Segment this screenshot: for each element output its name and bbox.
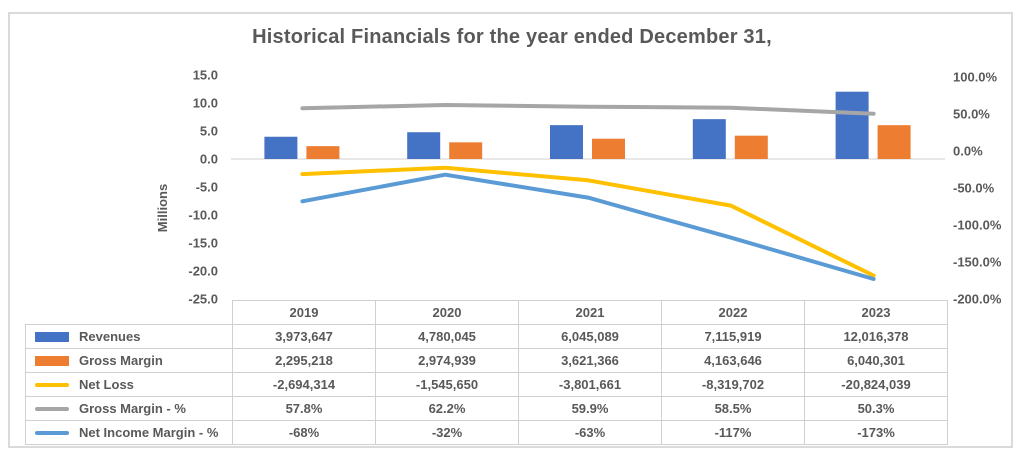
series-name: Net Loss [79,377,134,392]
series-name: Gross Margin [79,353,163,368]
value-cell-revenues-2021: 6,045,089 [518,324,662,349]
value-cell-net-loss-2020: -1,545,650 [375,372,519,397]
bar-gross-margin-2022[interactable] [734,135,768,159]
value-cell-gross-margin-2021: 3,621,366 [518,348,662,373]
value-cell-gross-margin-pct-2021: 59.9% [518,396,662,421]
value-cell-net-income-margin-pct-2021: -63% [518,420,662,445]
legend-swatch-revenues-bar-icon [35,331,69,342]
value-cell-gross-margin-pct-2022: 58.5% [661,396,805,421]
value-cell-gross-margin-2022: 4,163,646 [661,348,805,373]
value-cell-revenues-2023: 12,016,378 [804,324,948,349]
left-axis-tick: -5.0 [196,180,218,195]
value-cell-gross-margin-2019: 2,295,218 [232,348,376,373]
net-loss-line[interactable] [300,165,876,278]
gross-margin-pct-line[interactable] [300,103,876,116]
value-cell-revenues-2020: 4,780,045 [375,324,519,349]
right-axis-tick: 50.0% [953,107,990,122]
year-header-2019: 2019 [232,300,376,325]
value-cell-gross-margin-pct-2020: 62.2% [375,396,519,421]
legend-swatch-net-income-margin-pct-line-icon [35,430,69,435]
value-cell-net-income-margin-pct-2019: -68% [232,420,376,445]
left-axis-tick: 10.0 [193,96,218,111]
value-cell-gross-margin-pct-2023: 50.3% [804,396,948,421]
value-cell-gross-margin-pct-2019: 57.8% [232,396,376,421]
table-row-net-income-margin-pct: Net Income Margin - % -68% -32% -63% -117% -1… [25,420,948,445]
revenues-bar-series[interactable] [264,91,869,159]
year-header-2023: 2023 [804,300,948,325]
value-cell-net-loss-2023: -20,824,039 [804,372,948,397]
left-axis-tick: -20.0 [188,264,218,279]
legend-swatch-gross-margin-bar-icon [35,355,69,366]
series-label-cell: Revenues [25,324,233,349]
bar-revenues-2023[interactable] [835,91,869,159]
value-cell-net-income-margin-pct-2022: -117% [661,420,805,445]
value-cell-revenues-2019: 3,973,647 [232,324,376,349]
bar-revenues-2020[interactable] [407,132,441,159]
right-axis-tick: 100.0% [953,70,998,85]
chart-title: Historical Financials for the year ended… [252,26,772,48]
table-corner-blank [26,301,233,325]
left-axis-tick: -10.0 [188,208,218,223]
bar-gross-margin-2019[interactable] [306,146,340,159]
left-axis-tick: 5.0 [200,124,218,139]
bar-revenues-2021[interactable] [550,125,583,159]
left-axis-tick: 0.0 [200,152,218,167]
left-axis-tick: 15.0 [193,68,218,83]
right-axis-tick: -200.0% [953,292,1002,307]
table-row-gross-margin: Gross Margin 2,295,218 2,974,939 3,621,366 4… [25,348,948,373]
value-cell-net-loss-2022: -8,319,702 [661,372,805,397]
table-row-gross-margin-pct: Gross Margin - % 57.8% 62.2% 59.9% 58.5% 50.3… [25,396,948,421]
left-axis-tick: -25.0 [188,292,218,307]
bar-gross-margin-2020[interactable] [449,142,483,159]
series-name: Net Income Margin - % [79,425,219,440]
value-cell-revenues-2022: 7,115,919 [661,324,805,349]
chart-data-table: 2019 2020 2021 2022 2023 Revenues 3,973,647 4,7… [25,300,948,445]
right-axis-tick: -50.0% [953,181,995,196]
year-header-2020: 2020 [375,300,519,325]
bar-revenues-2022[interactable] [692,119,726,159]
gross-margin-bar-series[interactable] [306,125,911,159]
value-cell-gross-margin-2023: 6,040,301 [804,348,948,373]
right-axis-tick: -100.0% [953,218,1002,233]
legend-swatch-gross-margin-pct-line-icon [35,406,69,411]
year-header-2022: 2022 [661,300,805,325]
year-header-2021: 2021 [518,300,662,325]
legend-swatch-net-loss-line-icon [35,382,69,387]
value-cell-net-loss-2021: -3,801,661 [518,372,662,397]
value-cell-gross-margin-2020: 2,974,939 [375,348,519,373]
table-row-revenues: Revenues 3,973,647 4,780,045 6,045,089 7,115… [25,324,948,349]
series-label-cell: Net Income Margin - % [25,420,233,445]
chart-object-frame[interactable] [8,12,1013,448]
right-axis-tick: 0.0% [953,144,983,159]
series-label-cell: Gross Margin [25,348,233,373]
value-cell-net-income-margin-pct-2023: -173% [804,420,948,445]
value-cell-net-loss-2019: -2,694,314 [232,372,376,397]
series-label-cell: Net Loss [25,372,233,397]
series-name: Gross Margin - % [79,401,186,416]
left-axis-tick: -15.0 [188,236,218,251]
bar-gross-margin-2021[interactable] [592,138,625,159]
series-name: Revenues [79,329,141,344]
right-axis-tick: -150.0% [953,255,1002,270]
value-cell-net-income-margin-pct-2020: -32% [375,420,519,445]
series-label-cell: Gross Margin - % [25,396,233,421]
net-income-margin-pct-line[interactable] [300,172,876,281]
bar-revenues-2019[interactable] [264,136,298,159]
table-row-net-loss: Net Loss -2,694,314 -1,545,650 -3,801,661 -8… [25,372,948,397]
left-axis-title: Millions [155,184,170,232]
bar-gross-margin-2023[interactable] [877,125,911,159]
